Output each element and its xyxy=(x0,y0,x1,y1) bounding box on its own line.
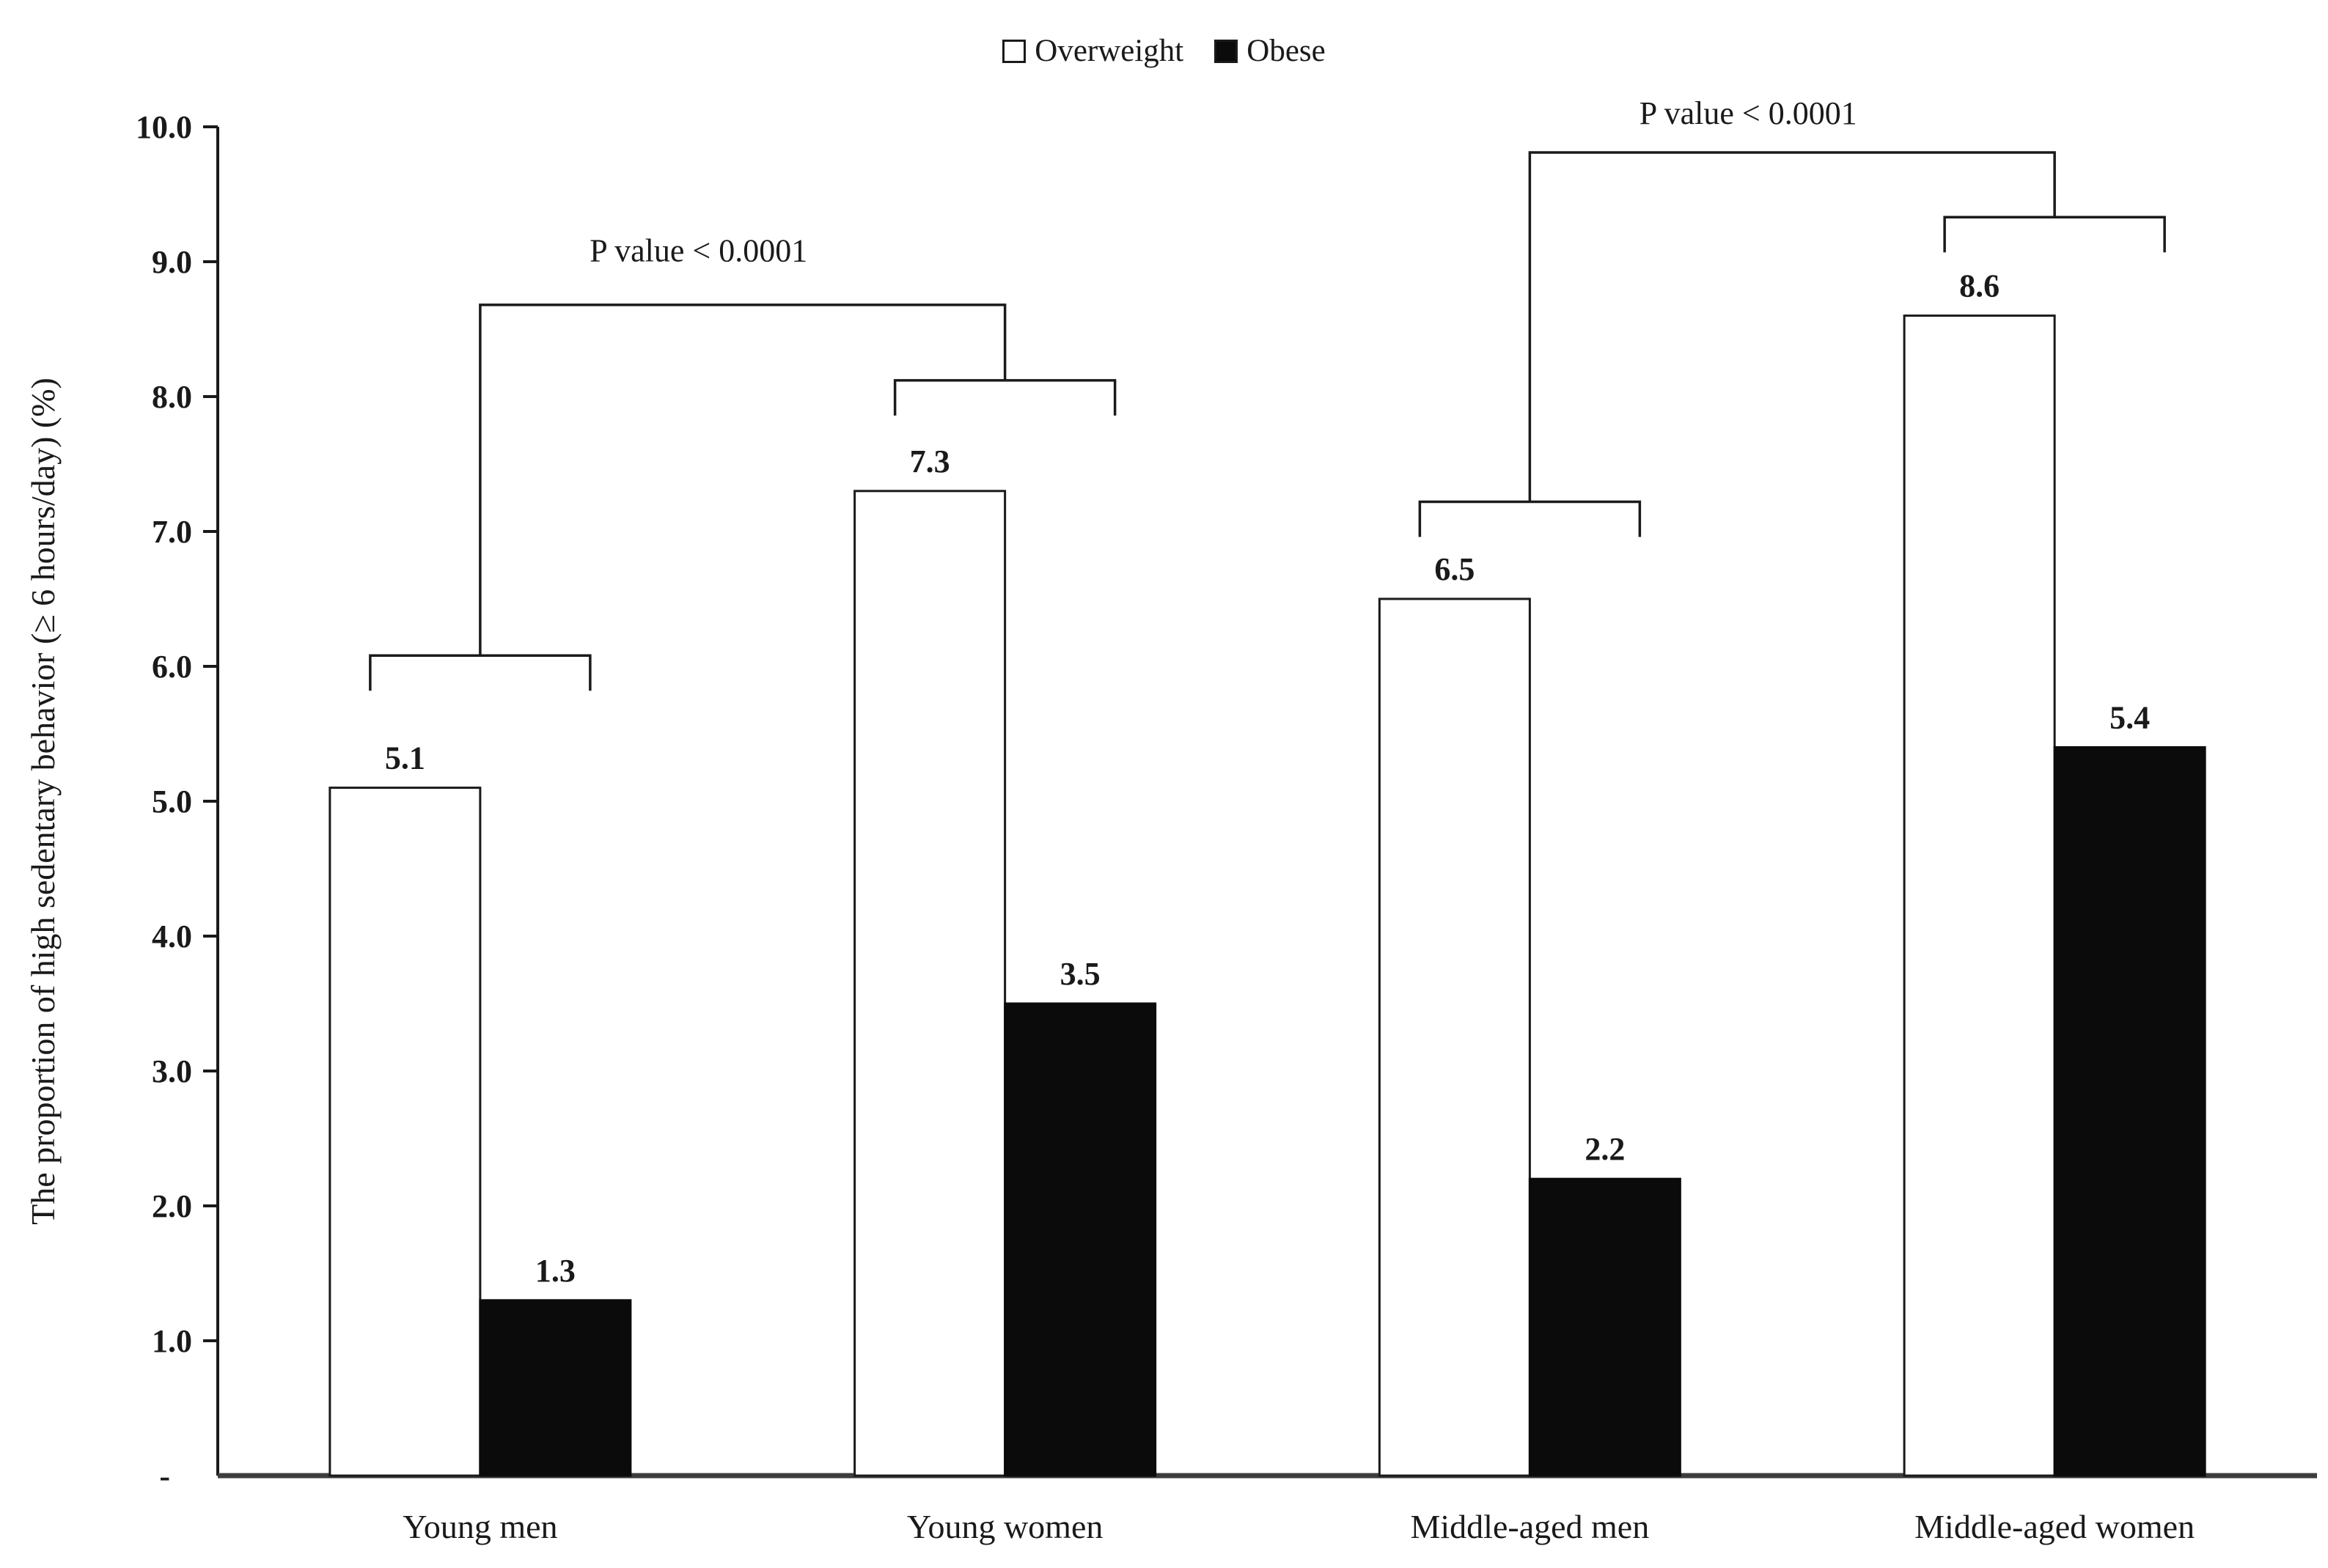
significance-bracket-2 xyxy=(893,379,1117,416)
y-tick-label: 9.0 xyxy=(152,244,192,280)
x-category-label: Middle-aged women xyxy=(1914,1508,2195,1545)
y-tick-label: 5.0 xyxy=(152,784,192,820)
legend-item-overweight: Overweight xyxy=(1002,35,1183,67)
bar-value-label: 2.2 xyxy=(1585,1131,1625,1167)
bar-value-label: 5.1 xyxy=(385,740,425,776)
y-tick-label: 4.0 xyxy=(152,919,192,954)
bar-value-label: 6.5 xyxy=(1434,551,1475,587)
significance-bracket-1 xyxy=(369,654,592,691)
x-category-label: Young women xyxy=(907,1508,1104,1545)
significance-bracket-3 xyxy=(1418,500,1642,537)
x-category-label: Middle-aged men xyxy=(1411,1508,1650,1545)
legend-item-obese: Obese xyxy=(1214,34,1326,68)
bar-value-label: 3.5 xyxy=(1060,956,1101,992)
y-tick-label: 6.0 xyxy=(152,649,192,685)
bar-value-label: 8.6 xyxy=(1959,268,2000,304)
significance-connector-2 xyxy=(1528,151,2056,502)
bar-value-label: 1.3 xyxy=(535,1253,576,1289)
p-value-label-2: P value < 0.0001 xyxy=(1639,95,1857,131)
bar-value-label: 5.4 xyxy=(2109,699,2150,735)
y-tick-label: 10.0 xyxy=(136,109,192,145)
bar-obese-middle-aged-women xyxy=(2053,746,2206,1477)
bar-overweight-middle-aged-women xyxy=(1903,314,2056,1477)
p-value-label-1: P value < 0.0001 xyxy=(590,232,807,268)
bar-value-label: 7.3 xyxy=(910,443,950,479)
obese-swatch-icon xyxy=(1214,39,1238,63)
x-category-label: Young men xyxy=(403,1508,557,1545)
y-tick-label: 1.0 xyxy=(152,1323,192,1359)
bar-overweight-young-women xyxy=(853,490,1007,1477)
legend-label-overweight: Overweight xyxy=(1035,34,1184,68)
y-tick-label: 7.0 xyxy=(152,514,192,550)
y-tick-label: 8.0 xyxy=(152,379,192,415)
y-tick-label: - xyxy=(159,1458,170,1494)
bar-obese-young-men xyxy=(479,1299,632,1477)
bar-overweight-middle-aged-men xyxy=(1378,597,1531,1477)
y-tick-label: 3.0 xyxy=(152,1053,192,1089)
legend-label-obese: Obese xyxy=(1246,34,1326,68)
y-tick-label: 2.0 xyxy=(152,1188,192,1224)
bar-overweight-young-men xyxy=(328,787,482,1477)
overweight-swatch-icon xyxy=(1002,39,1027,63)
bar-obese-young-women xyxy=(1004,1002,1157,1477)
significance-connector-1 xyxy=(479,303,1007,656)
significance-bracket-4 xyxy=(1943,216,2166,253)
bar-obese-middle-aged-men xyxy=(1528,1177,1681,1477)
chart-legend: Overweight Obese xyxy=(0,35,2328,67)
